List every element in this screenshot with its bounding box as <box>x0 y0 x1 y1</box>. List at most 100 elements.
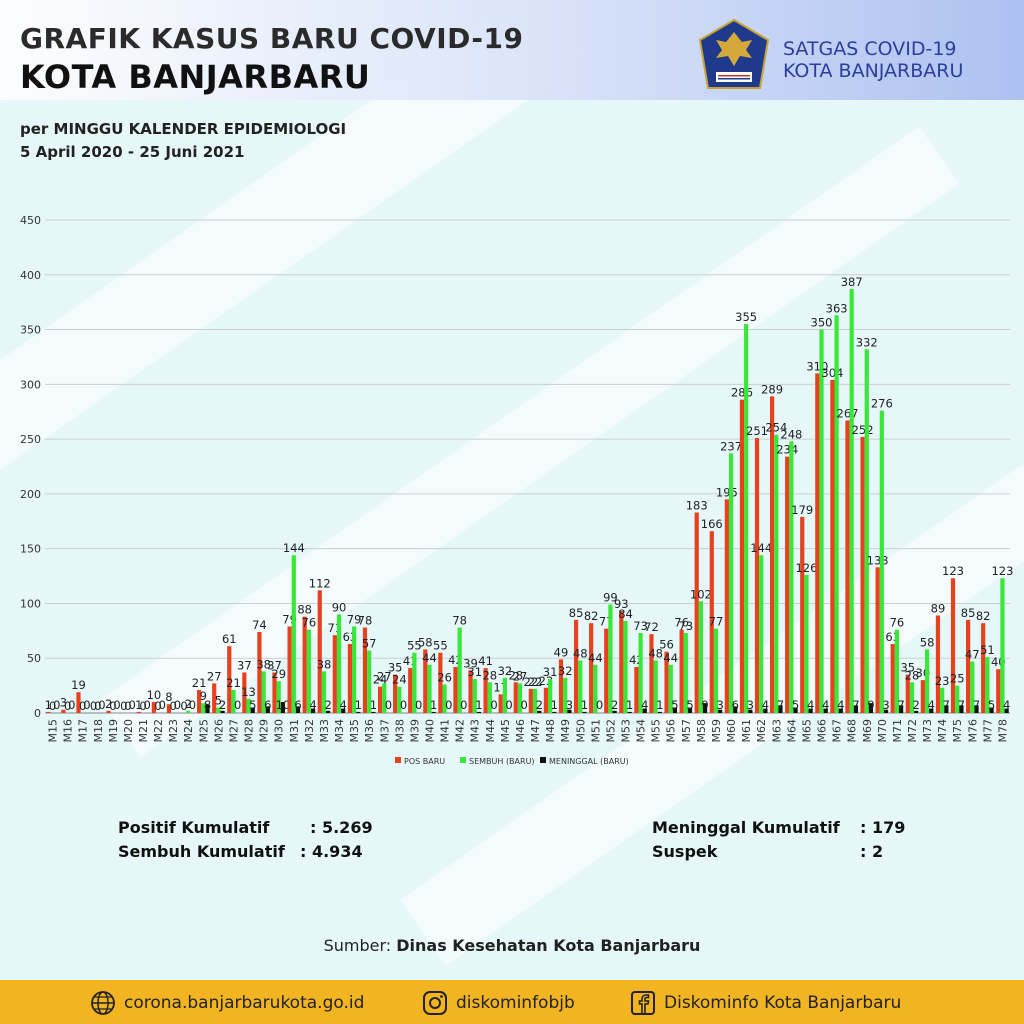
data-label: 76 <box>890 616 905 630</box>
data-label: 304 <box>821 366 843 380</box>
bar-pos-baru <box>589 623 594 713</box>
x-tick-label: M20 <box>122 719 135 743</box>
facebook-link[interactable]: Diskominfo Kota Banjarbaru <box>630 990 901 1016</box>
data-label: 2 <box>536 698 543 712</box>
x-tick-label: M52 <box>604 719 617 743</box>
bar-meninggal-baru <box>793 707 798 713</box>
legend-swatch <box>395 757 401 763</box>
data-label: 8 <box>204 698 211 712</box>
source-note: Sumber: Dinas Kesehatan Kota Banjarbaru <box>0 936 1024 955</box>
bar-pos-baru <box>815 373 820 713</box>
bar-meninggal-baru <box>733 706 738 713</box>
bar-pos-baru <box>197 689 202 713</box>
data-label: 44 <box>663 651 678 665</box>
x-tick-label: M17 <box>77 719 90 743</box>
data-label: 82 <box>976 609 991 623</box>
bar-pos-baru <box>634 666 639 713</box>
data-label: 35 <box>388 661 403 675</box>
data-label: 85 <box>569 606 584 620</box>
data-label: 32 <box>498 664 513 678</box>
bar-pos-baru <box>393 674 398 713</box>
data-label: 4 <box>807 698 814 712</box>
data-label: 88 <box>297 603 312 617</box>
data-label: 21 <box>226 676 241 690</box>
bar-pos-baru <box>905 674 910 713</box>
bar-sembuh-baru <box>924 649 930 713</box>
x-tick-label: M50 <box>574 719 587 743</box>
data-label: 289 <box>761 382 783 396</box>
bar-meninggal-baru <box>265 706 270 713</box>
data-label: 38 <box>256 657 271 671</box>
bar-meninggal-baru <box>974 705 979 713</box>
x-tick-label: M33 <box>318 719 331 743</box>
bar-pos-baru <box>694 512 699 713</box>
data-label: 1 <box>626 698 633 712</box>
positif-value: : 5.269 <box>310 818 373 837</box>
bar-meninggal-baru <box>748 709 753 713</box>
data-label: 56 <box>659 638 674 652</box>
data-label: 144 <box>283 541 305 555</box>
x-tick-label: M19 <box>107 719 120 743</box>
x-tick-label: M59 <box>710 719 723 743</box>
bar-meninggal-baru <box>989 707 994 713</box>
data-label: 4 <box>641 698 648 712</box>
bar-pos-baru <box>830 379 835 713</box>
instagram-link[interactable]: diskominfobjb <box>422 990 575 1016</box>
bar-meninggal-baru <box>431 711 436 713</box>
x-tick-label: M49 <box>559 719 572 743</box>
bar-pos-baru <box>483 668 488 713</box>
data-label: 4 <box>822 698 829 712</box>
data-label: 61 <box>222 632 237 646</box>
bar-pos-baru <box>513 682 518 713</box>
x-tick-label: M67 <box>831 719 844 743</box>
x-tick-label: M58 <box>695 719 708 743</box>
website-link[interactable]: corona.banjarbarukota.go.id <box>90 990 364 1016</box>
bar-meninggal-baru <box>899 705 904 713</box>
data-label: 58 <box>920 635 935 649</box>
bar-pos-baru <box>543 687 549 713</box>
meninggal-value: : 179 <box>860 818 906 837</box>
bar-sembuh-baru <box>638 633 643 713</box>
bar-pos-baru <box>950 578 956 713</box>
data-label: 0 <box>174 698 181 712</box>
y-tick-label: 350 <box>20 324 41 337</box>
data-label: 27 <box>377 669 392 683</box>
data-label: 0 <box>415 698 422 712</box>
x-tick-label: M54 <box>635 719 648 743</box>
header-band <box>0 0 1024 100</box>
data-label: 7 <box>777 698 784 712</box>
data-label: 8 <box>165 690 172 704</box>
data-label: 0 <box>120 699 127 713</box>
bar-sembuh-baru <box>246 698 251 713</box>
x-tick-label: M70 <box>876 719 889 743</box>
data-label: 28 <box>482 668 497 682</box>
data-label: 19 <box>71 678 86 692</box>
bar-meninggal-baru <box>778 705 783 713</box>
data-label: 4 <box>837 698 844 712</box>
data-label: 5 <box>671 698 678 712</box>
data-label: 0 <box>64 699 71 713</box>
x-tick-label: M72 <box>906 719 919 743</box>
bar-sembuh-baru <box>427 664 432 713</box>
data-label: 350 <box>811 316 833 330</box>
bar-sembuh-baru <box>382 683 387 713</box>
bar-meninggal-baru <box>612 710 617 713</box>
bar-pos-baru <box>438 652 443 713</box>
bar-meninggal-baru <box>627 711 632 713</box>
bar-pos-baru <box>890 643 895 713</box>
data-label: 0 <box>189 698 196 712</box>
chart-date-range: 5 April 2020 - 25 Juni 2021 <box>20 143 245 161</box>
bar-sembuh-baru <box>668 664 673 713</box>
x-tick-label: M74 <box>936 719 949 743</box>
bar-meninggal-baru <box>567 709 572 713</box>
bar-sembuh-baru <box>713 628 719 713</box>
data-label: 123 <box>991 564 1013 578</box>
y-tick-label: 50 <box>27 652 41 665</box>
data-label: 28 <box>508 668 523 682</box>
data-label: 0 <box>128 698 135 712</box>
data-label: 0 <box>79 699 86 713</box>
bar-sembuh-baru <box>261 671 266 713</box>
bar-pos-baru <box>996 669 1001 713</box>
data-label: 79 <box>347 612 362 626</box>
x-tick-label: M45 <box>499 719 512 743</box>
